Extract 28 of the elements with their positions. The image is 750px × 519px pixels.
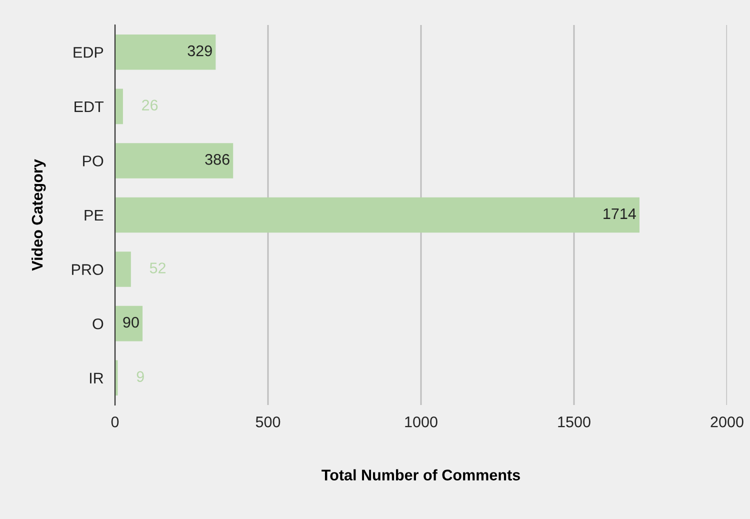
- y-tick-label: EDP: [74, 47, 104, 58]
- data-label: 1714: [604, 208, 636, 219]
- y-tick-label: O: [92, 318, 104, 330]
- data-label: 386: [205, 154, 230, 165]
- x-tick-label: 2000: [710, 416, 744, 428]
- x-axis-title: Total Number of Comments: [322, 469, 520, 480]
- data-label: 9: [136, 371, 144, 382]
- y-axis-title: Video Category: [31, 159, 46, 271]
- y-tick-label: PO: [83, 156, 104, 166]
- data-label: 90: [123, 316, 139, 328]
- bar: [115, 306, 143, 342]
- x-tick-label: 1000: [405, 416, 438, 428]
- bar: [115, 252, 131, 287]
- bar: [115, 197, 640, 233]
- bar: [115, 34, 216, 70]
- data-label: 52: [150, 262, 166, 274]
- x-tick-label: 1500: [558, 416, 590, 428]
- x-tick-label: 500: [256, 416, 280, 428]
- y-tick-label: PRO: [72, 264, 104, 275]
- bar: [115, 143, 234, 178]
- y-tick-label: EDT: [74, 101, 104, 112]
- x-tick-label: 0: [111, 416, 119, 428]
- bar: [115, 360, 118, 396]
- y-tick-label: IR: [90, 372, 104, 384]
- data-label: 329: [188, 45, 212, 56]
- data-label: 26: [142, 100, 158, 111]
- y-tick-label: PE: [84, 210, 104, 221]
- bar: [115, 88, 123, 124]
